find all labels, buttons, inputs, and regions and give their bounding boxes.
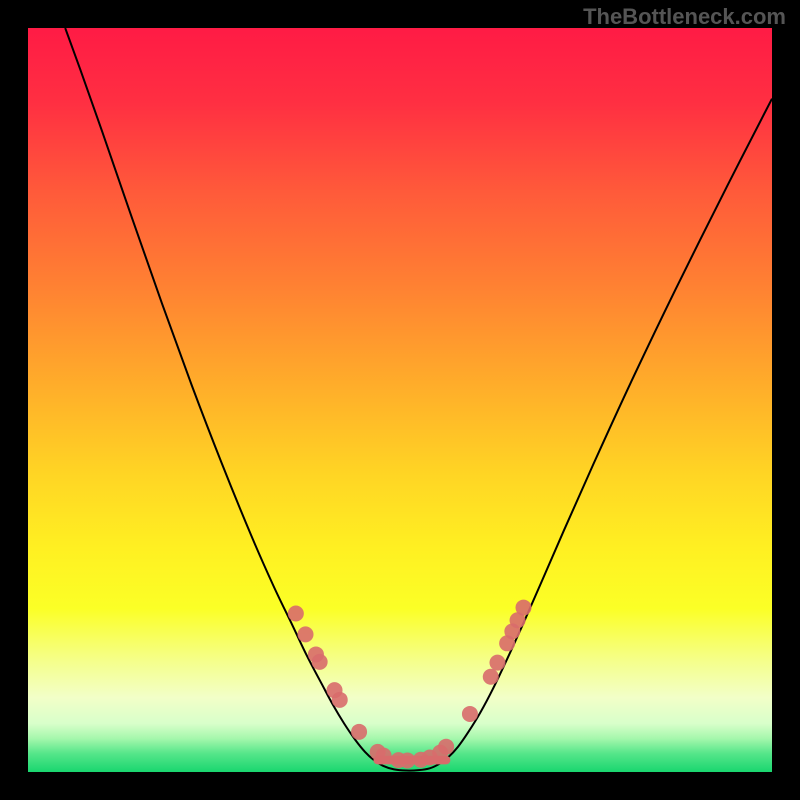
watermark-text: TheBottleneck.com <box>583 4 786 29</box>
data-marker <box>376 748 392 764</box>
data-marker <box>298 626 314 642</box>
data-marker <box>462 706 478 722</box>
data-marker <box>489 655 505 671</box>
data-marker <box>288 606 304 622</box>
data-marker <box>351 724 367 740</box>
plot-background-gradient <box>28 28 772 772</box>
data-marker <box>438 739 454 755</box>
data-marker <box>332 692 348 708</box>
bottleneck-chart: TheBottleneck.com <box>0 0 800 800</box>
data-marker <box>516 600 532 616</box>
data-marker <box>312 654 328 670</box>
data-marker <box>483 669 499 685</box>
